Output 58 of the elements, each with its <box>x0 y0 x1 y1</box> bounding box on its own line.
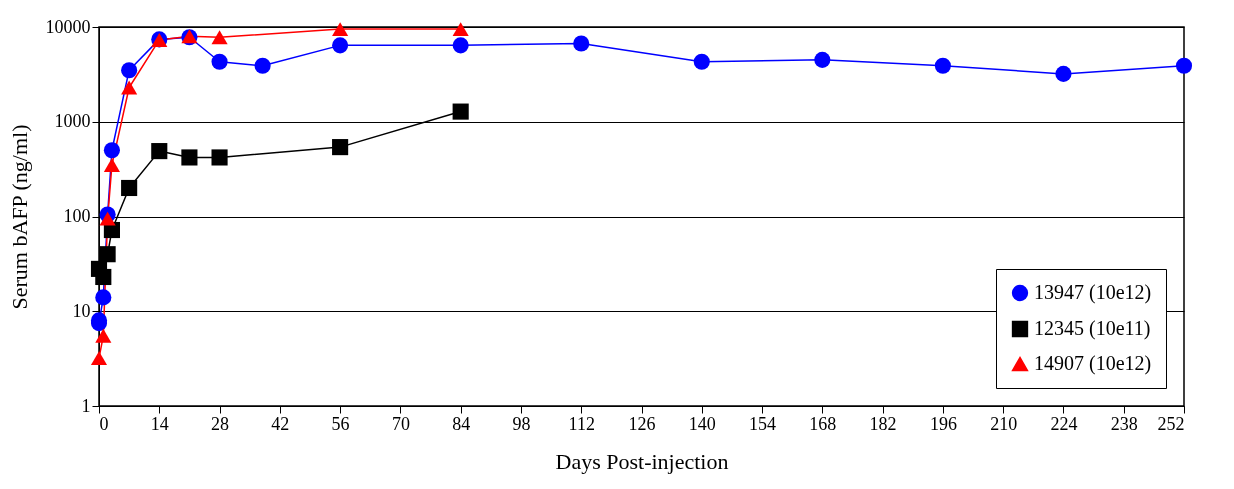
x-tick-label: 154 <box>749 413 777 434</box>
x-tick-label: 28 <box>211 413 230 434</box>
point <box>573 35 590 52</box>
point <box>211 149 228 166</box>
x-tick-label: 98 <box>512 413 531 434</box>
point <box>211 53 228 70</box>
point <box>99 246 116 263</box>
point <box>99 211 116 226</box>
point <box>103 157 120 172</box>
x-tick-label: 224 <box>1050 413 1078 434</box>
point <box>452 103 469 120</box>
x-tick-label: 252 <box>1157 413 1185 434</box>
x-axis-title: Days Post-injection <box>555 448 729 474</box>
point <box>95 268 112 286</box>
x-tick-label: 196 <box>929 413 957 434</box>
y-axis-title: Serum bAFP (ng/ml) <box>6 124 32 310</box>
point <box>814 51 831 68</box>
legend-label: 12345 (10e11) <box>1034 317 1151 340</box>
point <box>95 328 112 343</box>
point <box>452 37 469 54</box>
point <box>181 149 198 166</box>
x-tick-label: 126 <box>628 413 656 434</box>
point <box>332 37 349 54</box>
y-tick-label: 10 <box>72 300 91 321</box>
point <box>332 22 349 37</box>
point <box>121 179 138 197</box>
x-tick-label: 168 <box>809 413 837 434</box>
point <box>934 57 951 74</box>
x-tick-label: 140 <box>688 413 716 434</box>
x-tick-label: 84 <box>452 413 471 434</box>
point <box>452 22 469 37</box>
y-tick-label: 100 <box>63 206 91 226</box>
y-tick-label: 1000 <box>54 111 91 132</box>
x-tick-label: 112 <box>568 413 595 434</box>
point <box>1175 57 1193 74</box>
x-tick-label: 70 <box>391 413 410 434</box>
point <box>693 53 710 70</box>
point <box>254 57 271 74</box>
x-tick-label: 0 <box>99 413 109 434</box>
point <box>211 30 228 45</box>
point <box>151 143 168 160</box>
y-tick-label: 1 <box>81 395 91 416</box>
legend-label: 13947 (10e12) <box>1034 281 1152 304</box>
point <box>103 142 120 159</box>
y-tick-label: 10000 <box>45 16 91 37</box>
point <box>332 139 349 156</box>
x-tick-label: 56 <box>331 413 350 434</box>
point <box>121 80 138 95</box>
point <box>121 62 138 79</box>
x-tick-label: 238 <box>1110 413 1138 434</box>
x-tick-label: 182 <box>869 413 897 434</box>
legend-label: 14907 (10e12) <box>1034 352 1152 375</box>
point <box>95 289 112 306</box>
x-tick-label: 210 <box>990 413 1018 434</box>
point <box>90 351 108 366</box>
point <box>1055 65 1072 82</box>
x-tick-label: 42 <box>271 413 290 434</box>
x-tick-label: 14 <box>150 413 169 434</box>
